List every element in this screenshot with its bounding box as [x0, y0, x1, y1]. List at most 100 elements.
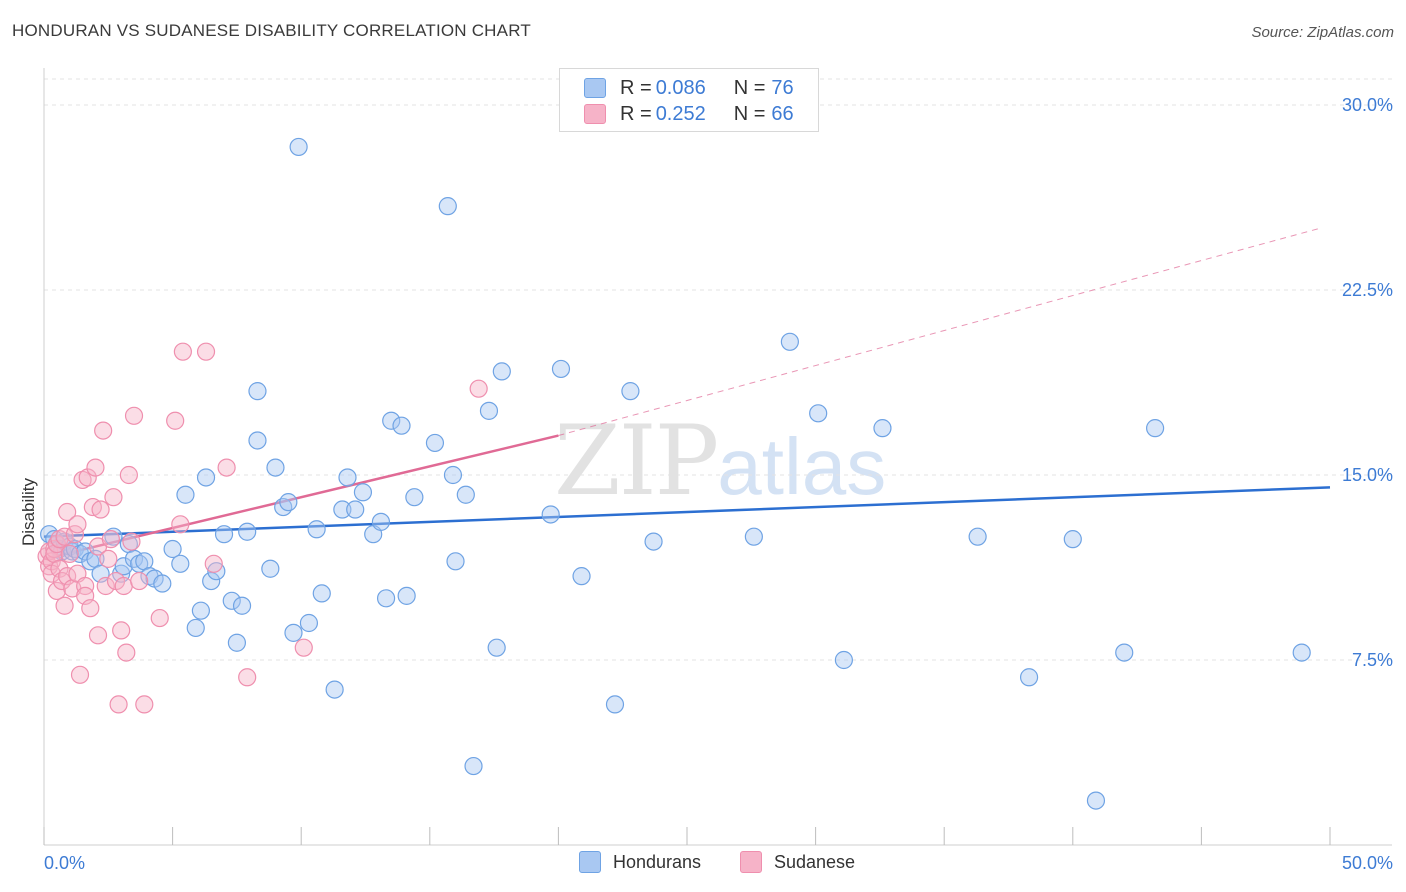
point-sudanese — [150, 608, 169, 628]
legend-n-label: N = — [733, 76, 766, 99]
legend-row-sudanese: R = 0.252 N = 66 — [584, 102, 794, 126]
point-hondurans — [299, 613, 319, 633]
point-hondurans — [191, 601, 210, 620]
point-sudanese — [70, 665, 90, 684]
point-hondurans — [744, 527, 763, 546]
point-sudanese — [99, 549, 118, 568]
trend-line-sudanese — [43, 434, 559, 561]
point-sudanese — [114, 576, 133, 596]
legend-n-label: N = — [733, 102, 766, 125]
point-hondurans — [968, 527, 987, 546]
point-sudanese — [52, 571, 72, 591]
legend-swatch-hondurans — [579, 851, 601, 873]
point-sudanese — [96, 576, 115, 596]
point-hondurans — [353, 483, 373, 502]
chart-title: HONDURAN VS SUDANESE DISABILITY CORRELAT… — [12, 21, 531, 40]
point-sudanese — [78, 468, 97, 487]
legend-swatch-sudanese — [584, 104, 606, 124]
legend-n-value: 66 — [771, 102, 794, 125]
point-hondurans — [307, 520, 326, 539]
point-hondurans — [621, 382, 640, 401]
y-axis-label: Disability — [19, 477, 38, 546]
point-hondurans — [541, 505, 560, 524]
point-hondurans — [163, 539, 182, 559]
point-hondurans — [605, 695, 625, 714]
point-hondurans — [1292, 643, 1311, 662]
point-sudanese — [135, 695, 154, 714]
point-sudanese — [47, 534, 66, 554]
axis-labels: 7.5% 15.0% 22.5% 30.0% 0.0% 50.0% Disability — [19, 95, 1393, 873]
point-hondurans — [376, 589, 396, 608]
legend-label-hondurans: Hondurans — [613, 851, 702, 872]
legend-item-hondurans[interactable]: Hondurans — [579, 851, 701, 873]
point-sudanese — [104, 488, 123, 507]
point-sudanese — [101, 530, 120, 549]
y-tick-label: 15.0% — [1342, 465, 1393, 485]
point-sudanese — [94, 421, 113, 440]
point-hondurans — [279, 493, 298, 512]
point-sudanese — [217, 458, 236, 477]
point-hondurans — [222, 591, 241, 610]
trend-extension-sudanese — [558, 227, 1320, 437]
point-sudanese — [88, 626, 108, 645]
x-tick-label-max: 50.0% — [1342, 853, 1393, 873]
point-hondurans — [248, 431, 267, 450]
point-sudanese — [55, 596, 74, 615]
point-sudanese — [58, 502, 77, 522]
gridlines — [44, 78, 1392, 661]
point-hondurans — [248, 382, 267, 401]
point-hondurans — [238, 522, 257, 541]
point-sudanese — [91, 500, 110, 519]
point-sudanese — [469, 379, 488, 398]
legend-item-sudanese[interactable]: Sudanese — [740, 851, 855, 873]
point-hondurans — [338, 468, 357, 487]
point-hondurans — [464, 756, 483, 776]
point-hondurans — [227, 633, 246, 652]
point-hondurans — [312, 584, 331, 603]
point-hondurans — [333, 500, 352, 519]
point-sudanese — [86, 458, 105, 477]
point-hondurans — [274, 497, 293, 517]
point-hondurans — [104, 527, 123, 546]
point-sudanese — [204, 554, 223, 573]
watermark-atlas: atlas — [717, 422, 887, 511]
point-hondurans — [492, 362, 511, 381]
series-sudanese — [37, 342, 488, 714]
point-sudanese — [81, 599, 100, 618]
legend-r-value: 0.252 — [655, 102, 706, 125]
point-hondurans — [202, 571, 221, 591]
point-sudanese — [294, 638, 313, 657]
point-hondurans — [479, 401, 499, 420]
point-hondurans — [153, 574, 172, 593]
point-hondurans — [232, 596, 252, 615]
legend-row-hondurans: R = 0.086 N = 76 — [584, 76, 794, 100]
x-tick-label-min: 0.0% — [44, 853, 85, 873]
point-sudanese — [47, 581, 66, 601]
y-tick-label: 30.0% — [1342, 95, 1393, 115]
point-sudanese — [109, 695, 128, 714]
y-tick-label: 7.5% — [1352, 650, 1393, 670]
point-hondurans — [371, 512, 391, 531]
point-hondurans — [207, 562, 226, 581]
point-sudanese — [196, 342, 216, 361]
point-hondurans — [1086, 791, 1106, 810]
point-hondurans — [382, 411, 401, 430]
point-hondurans — [1019, 668, 1039, 687]
point-hondurans — [214, 525, 234, 544]
point-hondurans — [446, 552, 465, 571]
point-hondurans — [873, 419, 892, 438]
legend-swatch-hondurans — [584, 78, 606, 98]
trend-lines — [43, 227, 1331, 561]
y-tick-label: 22.5% — [1342, 280, 1393, 300]
point-hondurans — [1115, 643, 1134, 662]
point-hondurans — [325, 680, 344, 699]
chart-source: Source: ZipAtlas.com — [1251, 24, 1394, 41]
point-hondurans — [456, 485, 475, 504]
legend-label-sudanese: Sudanese — [774, 851, 856, 872]
axes — [43, 68, 1392, 846]
point-hondurans — [425, 433, 445, 453]
point-hondurans — [405, 488, 424, 507]
trend-line-hondurans — [43, 486, 1331, 538]
point-hondurans — [261, 559, 280, 578]
